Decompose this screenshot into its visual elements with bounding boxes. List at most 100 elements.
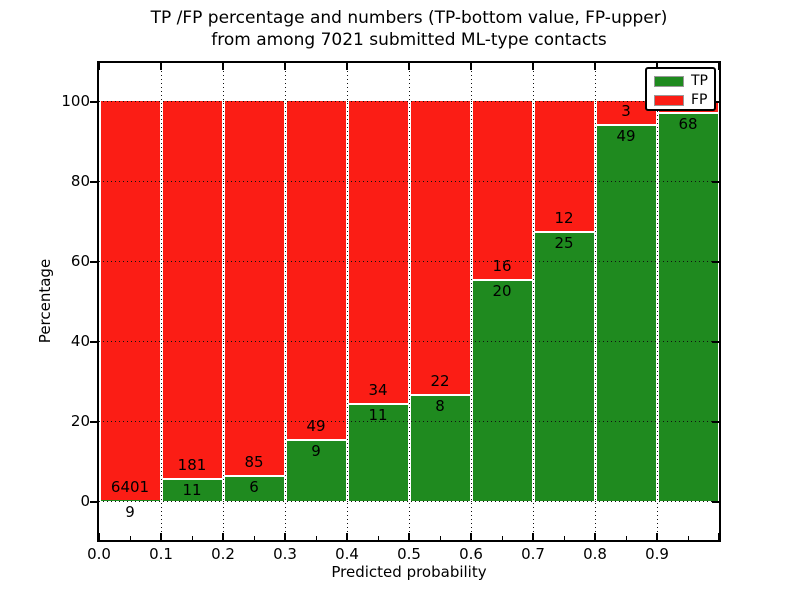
bar-slot [409, 63, 471, 540]
gridline-x [285, 63, 286, 540]
x-tick-major-top [594, 63, 596, 70]
x-tick-label: 0.6 [459, 545, 483, 563]
bar-segment-fp [410, 101, 470, 395]
x-tick-minor-bottom [254, 536, 255, 540]
x-tick-minor-bottom [502, 536, 503, 540]
bar-slot [471, 63, 533, 540]
x-tick-label: 0.2 [211, 545, 235, 563]
bar-segment-fp [472, 101, 532, 279]
bar-segment-tp [348, 403, 408, 501]
chart-title-line2: from among 7021 submitted ML-type contac… [211, 30, 607, 50]
bar-label-fp: 12 [554, 208, 574, 227]
gridline-x [161, 63, 162, 540]
legend-row-fp: FP [647, 93, 714, 108]
x-tick-major-bottom [594, 533, 596, 540]
x-tick-label: 0.0 [87, 545, 111, 563]
x-tick-label: 0.9 [645, 545, 669, 563]
bar-label-fp: 22 [430, 372, 450, 391]
y-tick-right [712, 261, 719, 263]
bar-slot [99, 63, 161, 540]
x-tick-major-bottom [470, 533, 472, 540]
bar-label-tp: 9 [125, 503, 135, 522]
x-tick-major-top [160, 63, 162, 70]
x-tick-minor-bottom [626, 536, 627, 540]
legend-label-fp: FP [691, 92, 708, 108]
fp-swatch-icon [654, 95, 684, 106]
x-tick-major-bottom [532, 533, 534, 540]
y-tick-right [712, 501, 719, 503]
x-tick-major-top [656, 63, 658, 70]
bar-segment-tp [224, 474, 284, 501]
x-tick-major-bottom [408, 533, 410, 540]
x-tick-minor-bottom [688, 536, 689, 540]
x-tick-major-top [284, 63, 286, 70]
bar-label-fp: 49 [306, 416, 326, 435]
bar-label-fp: 85 [244, 452, 264, 471]
x-tick-major-bottom [284, 533, 286, 540]
bar-segment-fp [162, 101, 222, 479]
x-tick-major-top [470, 63, 472, 70]
x-tick-minor-bottom [440, 536, 441, 540]
x-tick-major-top [98, 63, 100, 70]
x-tick-major-bottom [98, 533, 100, 540]
x-tick-label: 0.4 [335, 545, 359, 563]
bar-slot [347, 63, 409, 540]
bar-label-fp: 6401 [110, 478, 150, 497]
bar-label-fp: 16 [492, 256, 512, 275]
bar-label-tp: 9 [311, 441, 321, 460]
y-tick-right [712, 421, 719, 423]
x-tick-minor-bottom [130, 536, 131, 540]
bar-label-tp: 20 [492, 281, 512, 300]
y-tick-label: 40 [70, 332, 90, 350]
y-tick-left [90, 501, 97, 503]
y-tick-left [90, 181, 97, 183]
bar-label-tp: 25 [554, 233, 574, 252]
bar-segment-fp [286, 101, 346, 439]
x-tick-major-top [222, 63, 224, 70]
gridline-x [347, 63, 348, 540]
bar-segment-tp [162, 478, 222, 501]
plot-area: 6401 9 181 11 85 6 49 9 34 11 22 8 16 20 12 25 3 49 68 [97, 61, 721, 542]
bar-segment-tp [286, 438, 346, 501]
bar-slot [595, 63, 657, 540]
bar-label-tp: 11 [368, 406, 388, 425]
gridline-x [409, 63, 410, 540]
y-tick-right [712, 181, 719, 183]
y-axis-label: Percentage [36, 258, 54, 344]
bar-label-tp: 8 [435, 397, 445, 416]
legend: TP FP [645, 67, 716, 111]
bar-slot [223, 63, 285, 540]
x-tick-label: 0.3 [273, 545, 297, 563]
x-tick-minor-bottom [192, 536, 193, 540]
x-tick-major-top [408, 63, 410, 70]
x-tick-minor-bottom [378, 536, 379, 540]
bar-label-fp: 181 [177, 456, 207, 475]
gridline-x [657, 63, 658, 540]
bar-label-tp: 11 [182, 481, 202, 500]
bar-label-tp: 49 [616, 127, 636, 146]
x-tick-label: 0.1 [149, 545, 173, 563]
x-tick-major-bottom [160, 533, 162, 540]
bar-segment-fp [348, 101, 408, 404]
y-tick-left [90, 261, 97, 263]
bar-slot [533, 63, 595, 540]
y-tick-left [90, 341, 97, 343]
x-tick-major-top [718, 63, 720, 70]
tp-swatch-icon [654, 76, 684, 87]
x-tick-major-top [532, 63, 534, 70]
x-tick-major-bottom [718, 533, 720, 540]
y-tick-left [90, 101, 97, 103]
gridline-x [471, 63, 472, 540]
bar-segment-tp [534, 230, 594, 501]
bar-segment-tp [410, 394, 470, 501]
bar-slot [285, 63, 347, 540]
gridline-x [533, 63, 534, 540]
legend-label-tp: TP [691, 73, 708, 89]
y-tick-left [90, 421, 97, 423]
y-tick-right [712, 341, 719, 343]
bar-segment-fp [596, 101, 656, 125]
legend-row-tp: TP [647, 74, 714, 89]
x-tick-label: 0.8 [583, 545, 607, 563]
gridline-x [595, 63, 596, 540]
y-tick-label: 20 [70, 412, 90, 430]
